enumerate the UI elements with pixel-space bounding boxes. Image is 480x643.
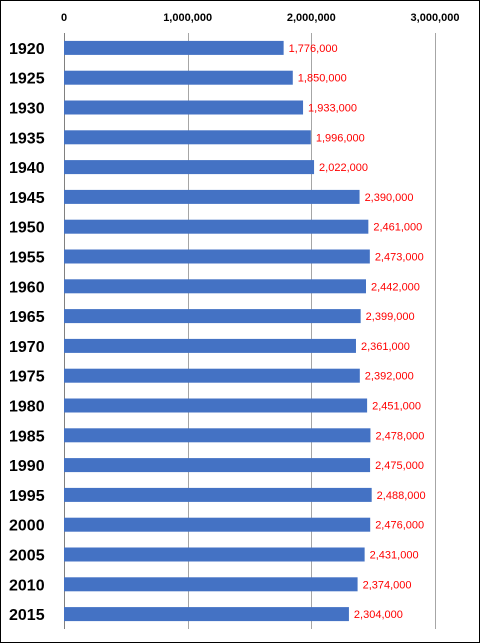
bar bbox=[64, 517, 371, 532]
category-label: 1950 bbox=[9, 220, 45, 237]
category-label: 1975 bbox=[9, 369, 45, 386]
data-label: 2,461,000 bbox=[373, 222, 422, 234]
x-axis-ticks: 0 1,000,000 2,000,000 3,000,000 bbox=[61, 12, 460, 24]
bar bbox=[64, 189, 360, 204]
bars bbox=[64, 40, 372, 622]
category-label: 1930 bbox=[9, 101, 45, 118]
data-label: 2,431,000 bbox=[370, 550, 419, 562]
bar bbox=[64, 338, 356, 353]
grid-lines bbox=[64, 33, 436, 629]
bar bbox=[64, 309, 361, 324]
data-label: 2,304,000 bbox=[354, 609, 403, 621]
bar bbox=[64, 70, 293, 85]
category-label: 1970 bbox=[9, 339, 45, 356]
data-label: 2,475,000 bbox=[375, 460, 424, 472]
category-label: 1995 bbox=[9, 488, 45, 505]
data-label: 2,022,000 bbox=[319, 162, 368, 174]
category-label: 1965 bbox=[9, 309, 45, 326]
data-label: 2,392,000 bbox=[365, 371, 414, 383]
data-label: 1,776,000 bbox=[289, 43, 338, 55]
category-label: 1980 bbox=[9, 399, 45, 416]
bar bbox=[64, 219, 369, 234]
data-label: 2,451,000 bbox=[372, 401, 421, 413]
data-label: 2,390,000 bbox=[365, 192, 414, 204]
data-labels: 1,776,000 1,850,000 1,933,000 1,996,000 2,02… bbox=[289, 43, 426, 621]
data-label: 2,478,000 bbox=[375, 430, 424, 442]
category-label: 1940 bbox=[9, 160, 45, 177]
data-label: 2,442,000 bbox=[371, 281, 420, 293]
data-label: 2,488,000 bbox=[377, 490, 426, 502]
data-label: 2,361,000 bbox=[361, 341, 410, 353]
bar bbox=[64, 487, 372, 502]
bar bbox=[64, 130, 311, 145]
bar bbox=[64, 607, 349, 622]
category-label: 1935 bbox=[9, 130, 45, 147]
bar bbox=[64, 249, 370, 264]
data-label: 2,374,000 bbox=[363, 579, 412, 591]
bar bbox=[64, 40, 284, 55]
category-label: 1925 bbox=[9, 71, 45, 88]
category-label: 2000 bbox=[9, 518, 45, 535]
category-label: 1960 bbox=[9, 279, 45, 296]
x-tick-label: 0 bbox=[61, 12, 67, 24]
data-label: 2,476,000 bbox=[375, 520, 424, 532]
data-label: 1,933,000 bbox=[308, 103, 357, 115]
category-label: 1955 bbox=[9, 250, 45, 267]
data-label: 1,996,000 bbox=[316, 132, 365, 144]
bar bbox=[64, 160, 315, 175]
category-label: 2010 bbox=[9, 577, 45, 594]
category-label: 1990 bbox=[9, 458, 45, 475]
bar bbox=[64, 368, 360, 383]
category-label: 1945 bbox=[9, 190, 45, 207]
x-tick-label: 3,000,000 bbox=[411, 12, 460, 24]
x-tick-label: 2,000,000 bbox=[287, 12, 336, 24]
bar bbox=[64, 577, 358, 592]
category-labels: 1920 1925 1930 1935 1940 1945 1950 1955 1960 1965… bbox=[9, 41, 45, 624]
category-label: 2015 bbox=[9, 607, 45, 624]
category-label: 1985 bbox=[9, 428, 45, 445]
bar bbox=[64, 398, 368, 413]
bar bbox=[64, 100, 304, 115]
bar bbox=[64, 428, 371, 443]
bar bbox=[64, 279, 366, 294]
data-label: 1,850,000 bbox=[298, 73, 347, 85]
x-tick-label: 1,000,000 bbox=[163, 12, 212, 24]
bar bbox=[64, 458, 371, 473]
data-label: 2,399,000 bbox=[366, 311, 415, 323]
bar bbox=[64, 547, 365, 562]
data-label: 2,473,000 bbox=[375, 252, 424, 264]
category-label: 1920 bbox=[9, 41, 45, 58]
category-label: 2005 bbox=[9, 548, 45, 565]
